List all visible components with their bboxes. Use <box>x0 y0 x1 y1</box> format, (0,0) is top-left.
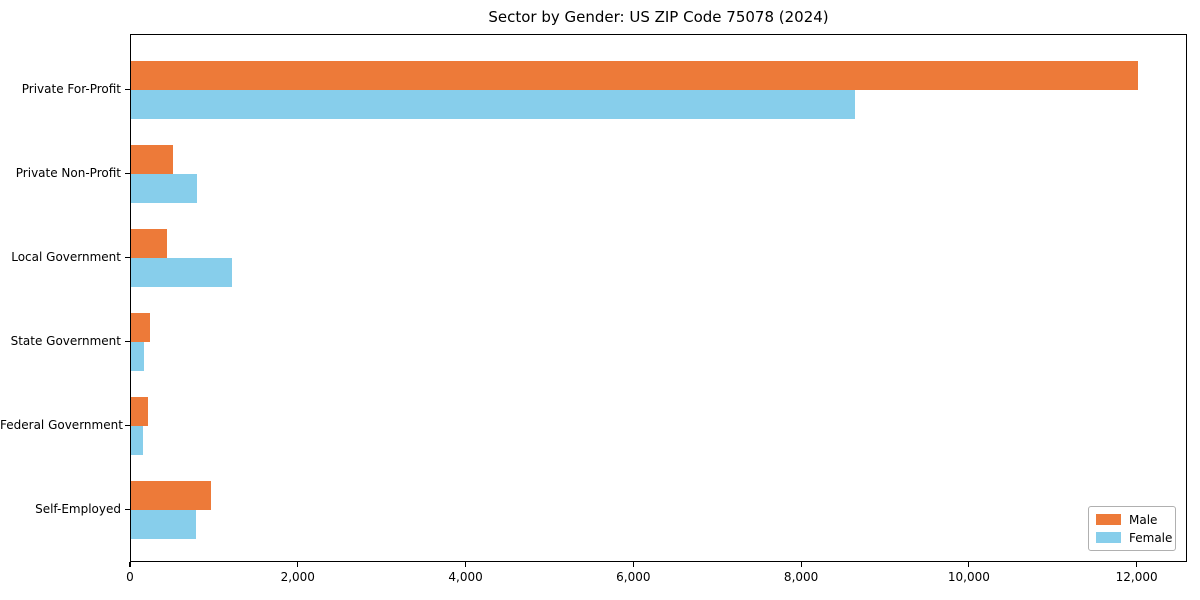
legend: Male Female <box>1088 506 1176 551</box>
ytick-mark-state-government <box>125 340 130 342</box>
xtick-mark-6-000 <box>632 562 634 567</box>
xtick-mark-12-000 <box>1136 562 1138 567</box>
plot-area: Male Female <box>130 34 1187 562</box>
xtick-label-0: 0 <box>126 570 134 584</box>
bar-female-private-non-profit <box>131 174 198 203</box>
xtick-label-6-000: 6,000 <box>616 570 651 584</box>
bar-female-self-employed <box>131 510 196 539</box>
bar-male-self-employed <box>131 481 211 510</box>
ytick-label-private-non-profit: Private Non-Profit <box>15 166 121 180</box>
ytick-label-federal-government: Federal Government <box>0 418 123 432</box>
legend-swatch-female <box>1096 532 1121 543</box>
ytick-mark-private-for-profit <box>125 88 130 90</box>
xtick-label-8-000: 8,000 <box>783 570 819 584</box>
ytick-label-self-employed: Self-Employed <box>35 502 121 516</box>
xtick-label-4-000: 4,000 <box>448 570 483 584</box>
ytick-mark-private-non-profit <box>125 172 130 174</box>
ytick-mark-local-government <box>125 256 130 258</box>
bar-female-local-government <box>131 258 232 287</box>
xtick-mark-0 <box>129 562 131 567</box>
ytick-mark-self-employed <box>125 508 130 510</box>
bar-male-federal-government <box>131 397 148 426</box>
legend-swatch-male <box>1096 514 1121 525</box>
legend-label-female: Female <box>1129 530 1173 545</box>
legend-label-male: Male <box>1129 512 1158 527</box>
bar-male-private-for-profit <box>131 61 1138 90</box>
bar-male-private-non-profit <box>131 145 173 174</box>
bar-male-local-government <box>131 229 168 258</box>
xtick-mark-2-000 <box>297 562 299 567</box>
legend-item-male: Male <box>1096 513 1168 527</box>
xtick-mark-4-000 <box>464 562 467 567</box>
ytick-label-local-government: Local Government <box>11 250 121 264</box>
xtick-mark-8-000 <box>800 562 802 567</box>
ytick-label-state-government: State Government <box>10 334 121 348</box>
chart-title: Sector by Gender: US ZIP Code 75078 (202… <box>488 8 829 26</box>
xtick-label-10-000: 10,000 <box>947 570 990 584</box>
bar-male-state-government <box>131 313 151 342</box>
bar-female-private-for-profit <box>131 90 855 119</box>
bar-female-state-government <box>131 342 144 371</box>
ytick-mark-federal-government <box>125 424 130 426</box>
legend-item-female: Female <box>1096 531 1172 545</box>
xtick-label-12-000: 12,000 <box>1115 570 1158 584</box>
bar-female-federal-government <box>131 426 143 455</box>
ytick-label-private-for-profit: Private For-Profit <box>21 82 121 96</box>
xtick-mark-10-000 <box>968 562 970 567</box>
xtick-label-2-000: 2,000 <box>280 570 315 584</box>
